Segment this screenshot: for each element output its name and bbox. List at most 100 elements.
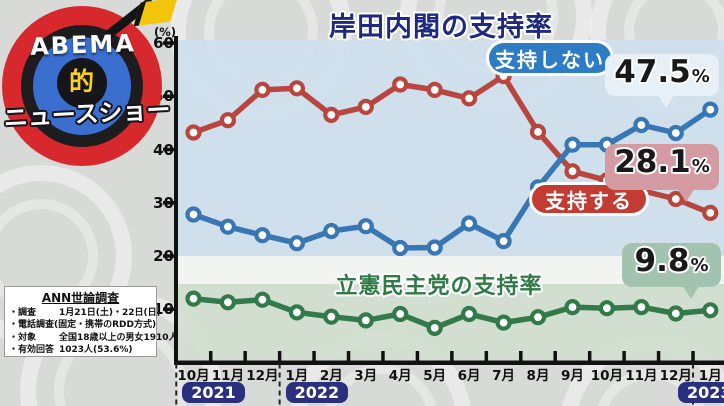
- data-point: [219, 218, 236, 235]
- data-point: [633, 116, 650, 134]
- survey-info-row-label: ・有効回答: [9, 345, 55, 356]
- y-axis-tick: [163, 41, 174, 45]
- abema-news-show-logo: ABEMA 的 ニュースショー: [0, 0, 182, 172]
- data-point: [323, 222, 340, 240]
- data-point: [254, 227, 271, 244]
- oppose-value: 47.5: [614, 54, 691, 90]
- x-axis-month-label: 4月: [388, 368, 412, 384]
- data-point: [702, 302, 719, 319]
- x-axis-tick: [415, 351, 420, 361]
- survey-info-row-value: 1023人(53.6%): [59, 345, 133, 356]
- rikken-value: 9.8: [634, 243, 690, 279]
- chart-title: 岸田内閣の支持率: [329, 12, 553, 43]
- x-axis-month-label: 12月: [659, 368, 692, 384]
- survey-info-rows: ・調査 1月21日(土)・22日(日) ・電話調査(固定・携帯のRDD方式) ・対象 全…: [9, 307, 178, 357]
- percent-sign: %: [691, 156, 710, 177]
- oppose-series-pill: 支持しない: [486, 40, 614, 76]
- y-axis-tick: [163, 254, 174, 258]
- x-axis-tick: [277, 351, 282, 361]
- data-point: [392, 305, 409, 323]
- data-point: [392, 76, 409, 93]
- year-badge: 2021: [182, 382, 245, 403]
- data-point: [702, 101, 719, 118]
- x-axis-tick: [208, 351, 213, 361]
- y-axis-tick: [163, 201, 174, 205]
- oppose-series-pill-text: 支持しない: [495, 47, 605, 72]
- data-point: [426, 81, 443, 99]
- data-point: [357, 98, 374, 116]
- x-axis-month-label: 2月: [319, 368, 343, 384]
- dart-flight-icon: [133, 0, 178, 27]
- data-point: [426, 319, 443, 336]
- data-point: [219, 294, 236, 311]
- support-value: 28.1: [614, 144, 691, 180]
- data-point: [702, 204, 719, 221]
- x-axis-tick: [381, 351, 385, 361]
- data-point: [323, 106, 340, 124]
- x-axis-month-label: 5月: [423, 368, 447, 384]
- x-axis-tick: [622, 351, 626, 361]
- oppose-value-bubble: 47.5%: [605, 54, 719, 108]
- y-axis-unit-label: (%): [153, 25, 176, 39]
- x-axis-month-label: 11月: [211, 368, 245, 384]
- data-point: [323, 308, 340, 325]
- x-axis-line: [174, 360, 724, 365]
- data-point: [185, 124, 202, 141]
- data-point: [633, 299, 650, 316]
- y-axis-tick-label: 20: [153, 247, 174, 265]
- survey-info-row-value: 1月21日(土)・22日(日): [59, 308, 161, 318]
- data-point: [219, 112, 236, 129]
- x-axis-tick: [450, 351, 454, 361]
- x-axis-month-label: 9月: [560, 368, 584, 384]
- y-axis-tick-label: 30: [153, 193, 174, 212]
- survey-info-title: ANN世論調査: [41, 291, 120, 305]
- x-axis-month-label: 1月: [285, 368, 309, 384]
- data-point: [461, 215, 478, 232]
- survey-info-row-label: ・調査: [9, 308, 37, 318]
- data-point: [667, 305, 684, 322]
- data-point: [564, 136, 581, 153]
- dartboard-bullseye: [57, 58, 107, 108]
- survey-info-row-label: ・電話調査(固定・携帯のRDD方式): [9, 320, 157, 331]
- y-axis-line: [174, 36, 178, 365]
- data-point: [392, 239, 409, 257]
- x-axis-tick: [553, 351, 557, 361]
- x-axis-month-label: 7月: [492, 368, 515, 384]
- data-point: [461, 305, 478, 323]
- y-axis-tick-label: 40: [153, 140, 174, 159]
- x-axis-month-label: 11月: [625, 368, 658, 384]
- x-axis-tick: [587, 351, 592, 361]
- data-point: [288, 80, 305, 97]
- data-point: [564, 299, 581, 316]
- support-series-pill-text: 支持する: [545, 188, 633, 213]
- percent-sign: %: [690, 255, 709, 276]
- data-point: [495, 233, 512, 250]
- data-point: [185, 206, 202, 223]
- y-axis-tick: [163, 94, 174, 98]
- data-point: [357, 312, 374, 329]
- survey-info-row: ・有効回答 1023人(53.6%): [9, 344, 152, 356]
- x-axis-month-label: 3月: [354, 368, 378, 384]
- survey-info-row-value: 全国18歳以上の男女1910人: [59, 332, 178, 343]
- x-axis-tick: [656, 351, 661, 361]
- data-point: [564, 163, 581, 180]
- percent-sign: %: [691, 66, 710, 87]
- data-point: [529, 309, 547, 326]
- rikken-value-bubble: 9.8%: [622, 243, 721, 299]
- survey-info-row-label: ・対象: [9, 332, 37, 343]
- data-point: [357, 218, 374, 235]
- data-point: [461, 90, 478, 107]
- x-axis-tick: [243, 351, 247, 361]
- data-point: [288, 304, 305, 321]
- y-axis-tick-label: 10: [153, 300, 174, 319]
- data-point: [495, 314, 512, 331]
- x-axis-tick: [519, 351, 523, 361]
- data-point: [529, 123, 547, 140]
- data-point: [288, 235, 305, 252]
- series-line: [190, 295, 714, 331]
- x-axis-tick: [691, 351, 695, 361]
- series-line: [190, 106, 714, 251]
- y-axis-tick: [163, 147, 174, 152]
- survey-info-row: ・電話調査(固定・携帯のRDD方式): [9, 319, 156, 331]
- data-point: [185, 290, 202, 307]
